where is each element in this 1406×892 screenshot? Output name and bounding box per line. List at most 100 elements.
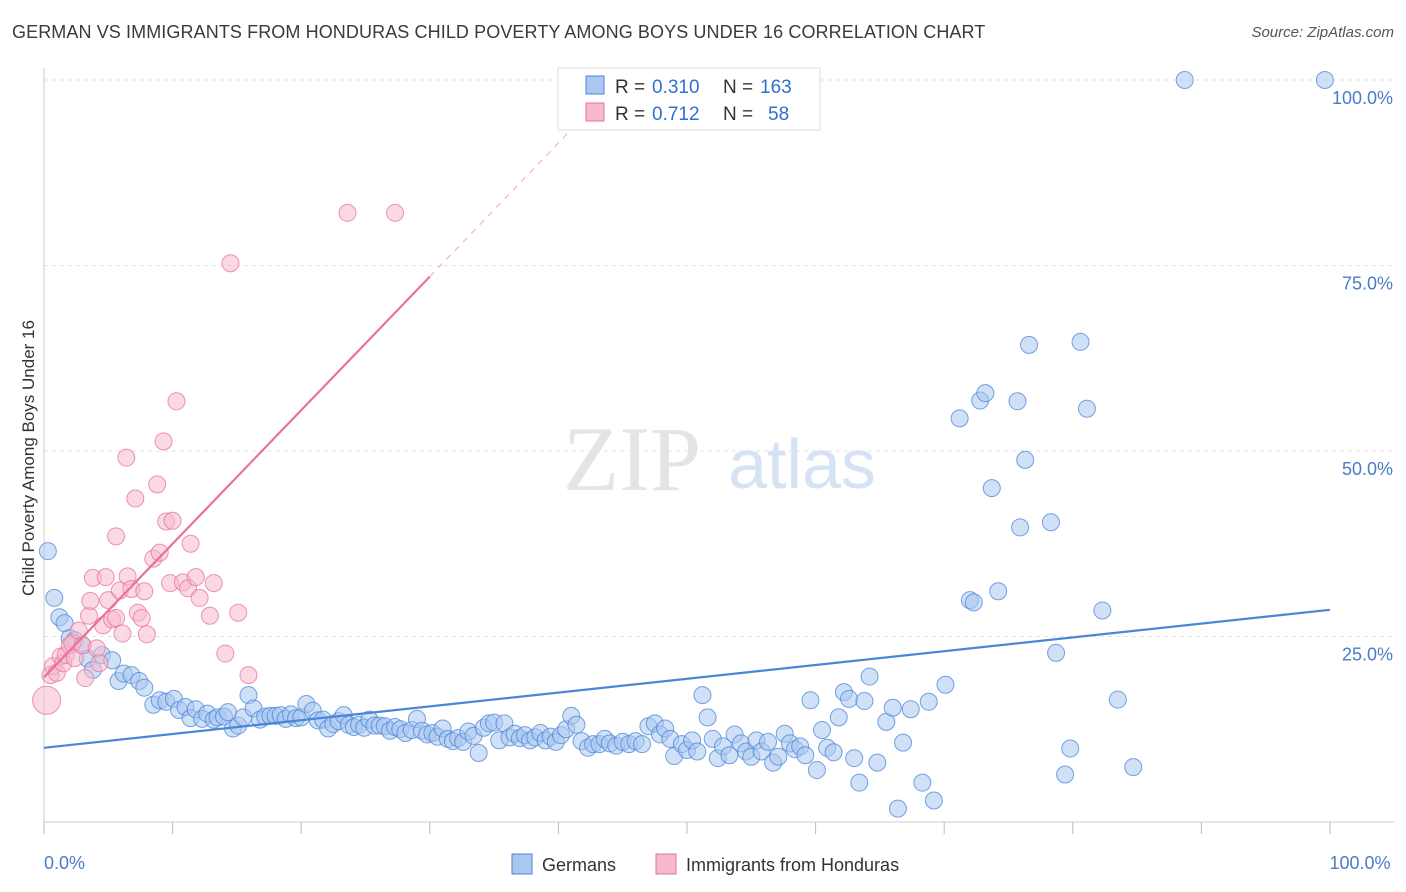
honduras-point <box>126 489 145 508</box>
legend-swatch-honduras <box>585 102 605 122</box>
germans-point <box>1071 332 1090 351</box>
germans-point <box>855 692 874 711</box>
honduras-point <box>90 654 109 673</box>
germans-point <box>1093 601 1112 620</box>
germans-point <box>759 732 778 751</box>
germans-point <box>1124 758 1143 777</box>
y-tick-label: 100.0% <box>1332 88 1393 108</box>
germans-point <box>883 698 902 717</box>
legend: R = 0.310 N = 163 R = 0.712 N = 58 <box>557 67 821 131</box>
germans-point <box>982 479 1001 498</box>
honduras-point <box>338 203 357 222</box>
germans-point <box>801 691 820 710</box>
germans-point <box>693 686 712 705</box>
germans-point <box>1175 71 1194 89</box>
germans-point <box>976 384 995 403</box>
germans-point <box>567 715 586 734</box>
germans-point <box>989 582 1008 601</box>
bottom-legend-swatch-honduras <box>655 853 677 875</box>
watermark-zip: ZIP <box>563 408 701 510</box>
x-tick-labels: 0.0% 100.0% <box>44 853 1391 873</box>
honduras-point <box>96 568 115 587</box>
germans-point <box>924 791 943 810</box>
germans-point <box>720 746 739 765</box>
legend-n-label: N = <box>723 77 753 98</box>
y-tick-label: 50.0% <box>1342 459 1393 479</box>
honduras-point <box>113 624 132 643</box>
germans-point <box>813 720 832 739</box>
germans-point <box>796 746 815 765</box>
germans-point <box>38 542 57 561</box>
honduras-point <box>137 625 156 644</box>
germans-point <box>1008 392 1027 411</box>
honduras-point <box>190 588 209 607</box>
honduras-point <box>239 666 258 685</box>
honduras-point <box>154 432 173 451</box>
legend-n-label: N = <box>723 104 753 125</box>
germans-point <box>950 409 969 428</box>
honduras-point <box>32 685 62 715</box>
honduras-points <box>32 203 405 715</box>
bottom-legend-swatch-germans <box>511 853 533 875</box>
watermark: ZIP atlas <box>563 408 876 510</box>
honduras-point <box>200 606 219 625</box>
watermark-atlas: atlas <box>728 425 876 503</box>
legend-r-value: 0.310 <box>652 77 700 98</box>
legend-n-value: 163 <box>760 77 792 98</box>
germans-point <box>688 742 707 761</box>
germans-point <box>469 743 488 762</box>
chart-title: GERMAN VS IMMIGRANTS FROM HONDURAS CHILD… <box>12 22 986 42</box>
honduras-point <box>181 534 200 553</box>
germans-point <box>850 773 869 792</box>
honduras-point <box>221 254 240 273</box>
honduras-point <box>107 608 126 627</box>
honduras-point <box>148 475 167 494</box>
germans-point <box>1061 739 1080 758</box>
germans-point <box>1108 690 1127 709</box>
legend-r-value: 0.712 <box>652 104 700 125</box>
honduras-point <box>186 568 205 587</box>
germans-point <box>919 692 938 711</box>
germans-point <box>913 773 932 792</box>
germans-point <box>845 749 864 768</box>
germans-point <box>824 743 843 762</box>
honduras-point <box>81 591 100 610</box>
germans-point <box>964 593 983 612</box>
bottom-legend-honduras: Immigrants from Honduras <box>686 855 899 875</box>
legend-n-value: 58 <box>768 104 789 125</box>
germans-point <box>894 733 913 752</box>
honduras-point <box>229 603 248 622</box>
germans-point <box>860 667 879 686</box>
germans-point <box>45 588 64 607</box>
honduras-point <box>87 639 106 658</box>
honduras-point <box>204 574 223 593</box>
honduras-point <box>132 608 151 627</box>
germans-point <box>632 735 651 754</box>
germans-point <box>936 675 955 694</box>
germans-point <box>1056 765 1075 784</box>
germans-point <box>1011 518 1030 537</box>
germans-point <box>901 700 920 719</box>
germans-point <box>829 708 848 727</box>
legend-swatch-germans <box>585 75 605 95</box>
germans-point <box>1020 335 1039 354</box>
x-tick-marks <box>43 822 1331 834</box>
germans-point <box>1041 513 1060 532</box>
honduras-point <box>117 448 136 467</box>
germans-point <box>1077 399 1096 418</box>
y-tick-label: 25.0% <box>1342 645 1393 665</box>
germans-point <box>769 747 788 766</box>
honduras-point <box>216 644 235 663</box>
bottom-legend-germans: Germans <box>542 855 616 875</box>
germans-point <box>807 761 826 780</box>
germans-point <box>1016 450 1035 469</box>
x-tick-label: 0.0% <box>44 853 85 873</box>
honduras-point <box>167 392 186 411</box>
source-credit: Source: ZipAtlas.com <box>1251 24 1394 41</box>
gridlines <box>44 79 1394 637</box>
y-axis-title: Child Poverty Among Boys Under 16 <box>19 320 38 596</box>
honduras-point <box>386 203 405 222</box>
germans-point <box>135 678 154 697</box>
germans-point <box>698 708 717 727</box>
